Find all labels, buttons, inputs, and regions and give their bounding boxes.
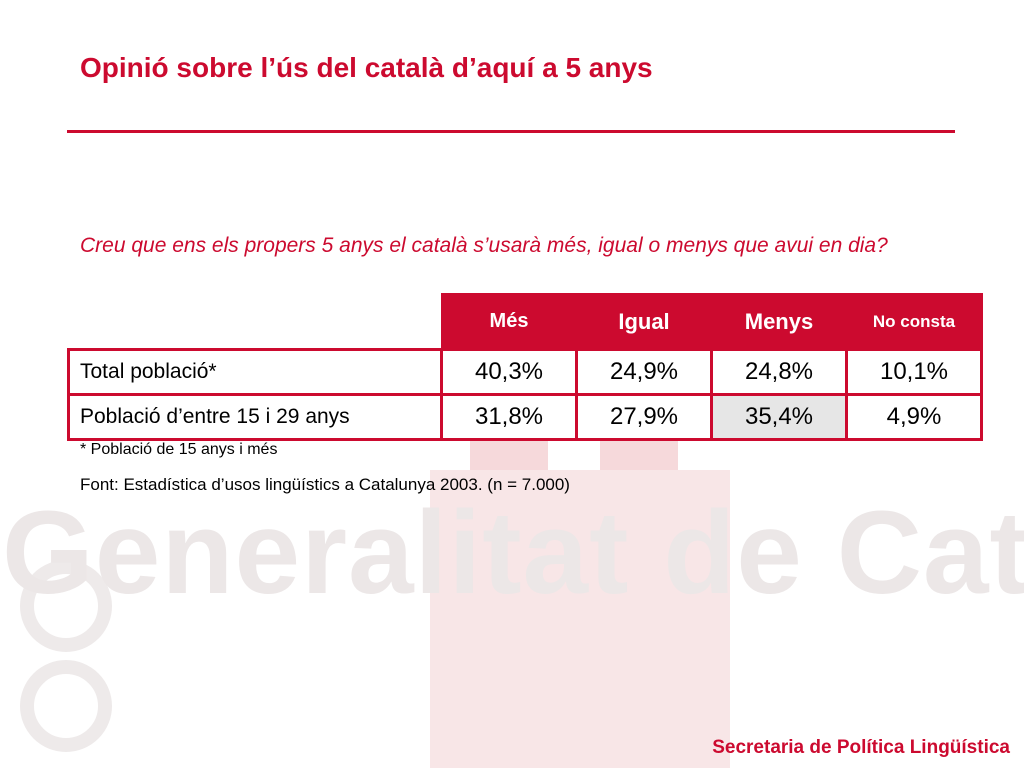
table-header-empty xyxy=(69,294,442,350)
footnote: * Població de 15 anys i més xyxy=(80,441,278,458)
table-cell: 27,9% xyxy=(575,393,713,441)
source-note: Font: Estadística d’usos lingüístics a C… xyxy=(80,475,570,494)
footer-organization: Secretaria de Política Lingüística xyxy=(712,737,1010,758)
table-cell: 10,1% xyxy=(845,348,983,396)
column-header: Menys xyxy=(710,293,848,351)
column-header: No consta xyxy=(845,293,983,351)
table-cell: 4,9% xyxy=(845,393,983,441)
table-cell: 31,8% xyxy=(440,393,578,441)
row-label: Total població* xyxy=(67,348,443,396)
watermark-block xyxy=(430,470,730,768)
survey-question: Creu que ens els propers 5 anys el catal… xyxy=(80,234,888,257)
table-row: Total població* 40,3% 24,9% 24,8% 10,1% xyxy=(67,348,983,396)
table-cell: 24,9% xyxy=(575,348,713,396)
column-header: Més xyxy=(440,293,578,351)
table-header-row: Més Igual Menys No consta xyxy=(69,293,983,351)
slide-title: Opinió sobre l’ús del català d’aquí a 5 … xyxy=(80,52,653,83)
table-row: Població d’entre 15 i 29 anys 31,8% 27,9… xyxy=(67,393,983,441)
table-cell: 24,8% xyxy=(710,348,848,396)
table-cell: 40,3% xyxy=(440,348,578,396)
watermark-text: Generalitat de Catalu xyxy=(2,487,1024,619)
results-table: Més Igual Menys No consta Total població… xyxy=(67,293,983,441)
table-cell-highlighted: 35,4% xyxy=(710,393,848,441)
title-underline xyxy=(67,130,955,133)
row-label: Població d’entre 15 i 29 anys xyxy=(67,393,443,441)
column-header: Igual xyxy=(575,293,713,351)
watermark-logo-circle xyxy=(20,660,112,752)
